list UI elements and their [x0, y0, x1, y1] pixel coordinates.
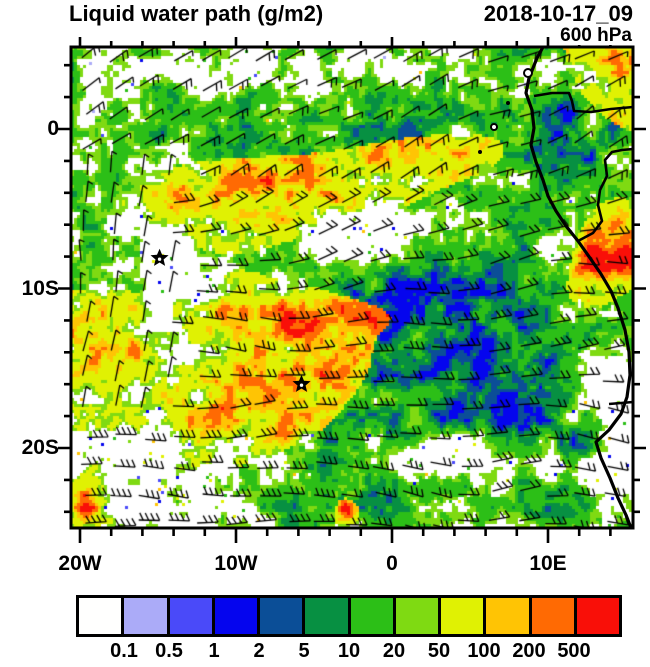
colorbar-label: 200: [512, 640, 546, 662]
colorbar-label: 10: [337, 640, 361, 662]
island: [490, 123, 498, 131]
map-frame: [69, 45, 635, 530]
colorbar-label: 0.1: [110, 640, 138, 662]
y-axis-label: 10S: [21, 276, 59, 300]
colorbar-label: 5: [298, 640, 310, 662]
colorbar-cell: [166, 598, 212, 634]
y-axis-label: 20S: [21, 436, 59, 459]
country-border: [533, 91, 634, 114]
station-star-center: [299, 383, 304, 387]
pressure-level-label: 600 hPa: [559, 25, 633, 46]
colorbar-label: 0.5: [155, 640, 183, 662]
colorbar-cell: [257, 598, 303, 634]
station-star-marker: [150, 248, 169, 266]
island: [478, 150, 482, 154]
station-star-center: [157, 257, 162, 261]
x-axis-label: 10W: [214, 552, 258, 575]
colorbar-cell: [438, 598, 484, 634]
colorbar-label: 50: [427, 640, 451, 662]
colorbar-label: 20: [382, 640, 406, 662]
colorbar-cell: [573, 598, 619, 634]
lwp-field-canvas: [71, 47, 633, 528]
colorbar-label: 2: [253, 640, 265, 662]
colorbar-cell: [302, 598, 348, 634]
country-border: [608, 400, 634, 406]
colorbar: [76, 595, 622, 637]
colorbar-label: 100: [467, 640, 501, 662]
colorbar-cell: [392, 598, 438, 634]
colorbar-label: 500: [557, 640, 591, 662]
colorbar-label: 1: [208, 640, 220, 662]
x-axis-label: 0: [386, 552, 398, 575]
x-axis-label: 10E: [529, 552, 567, 575]
colorbar-cell: [483, 598, 529, 634]
y-axis-label: 0: [47, 117, 59, 140]
datetime-label: 2018-10-17_09: [483, 1, 633, 26]
colorbar-cell: [347, 598, 393, 634]
colorbar-cell: [121, 598, 167, 634]
country-border: [577, 147, 634, 243]
island: [506, 101, 510, 105]
x-axis-label: 20W: [58, 552, 102, 575]
colorbar-cell: [211, 598, 257, 634]
island: [523, 68, 533, 78]
axis-ticks: [58, 37, 646, 543]
station-star-marker: [292, 374, 311, 392]
coastline: [524, 46, 633, 529]
colorbar-cell: [528, 598, 574, 634]
colorbar-cell: [79, 598, 122, 634]
page-title: Liquid water path (g/m2): [69, 1, 324, 26]
